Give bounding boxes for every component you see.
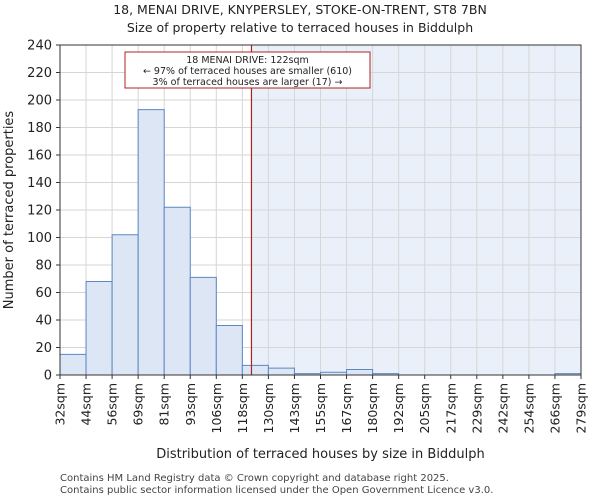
- x-tick-label: 93sqm: [183, 383, 198, 426]
- annotation-box: [124, 51, 371, 89]
- x-tick-label: 192sqm: [391, 383, 406, 433]
- x-tick-label: 130sqm: [261, 383, 276, 433]
- histogram-bar: [189, 276, 217, 376]
- x-tick-label: 32sqm: [53, 383, 68, 426]
- y-tick-label: 60: [35, 286, 52, 301]
- y-tick-label: 140: [27, 176, 52, 191]
- x-tick-label: 56sqm: [105, 383, 120, 426]
- histogram-bar: [111, 234, 139, 376]
- y-tick-label: 80: [35, 259, 52, 274]
- x-axis-label: Distribution of terraced houses by size …: [156, 447, 485, 462]
- histogram-bar: [346, 369, 374, 376]
- y-tick-label: 100: [27, 231, 52, 246]
- x-tick-label: 143sqm: [287, 383, 302, 433]
- y-axis-label: Number of terraced properties: [2, 111, 17, 310]
- y-tick-label: 20: [35, 341, 52, 356]
- x-tick-label: 205sqm: [417, 383, 432, 433]
- x-tick-label: 44sqm: [79, 383, 94, 426]
- chart-subtitle: Size of property relative to terraced ho…: [126, 20, 474, 35]
- y-tick-label: 160: [27, 149, 52, 164]
- x-tick-label: 266sqm: [547, 383, 562, 433]
- histogram-bar: [137, 109, 165, 376]
- annotation-title: 18 MENAI DRIVE: 122sqm: [186, 55, 309, 66]
- x-tick-label: 155sqm: [313, 383, 328, 433]
- x-tick-label: 180sqm: [365, 383, 380, 433]
- annotation-smaller: ← 97% of terraced houses are smaller (61…: [143, 66, 352, 77]
- histogram-bar: [267, 367, 295, 376]
- footer-copyright: Contains HM Land Registry data © Crown c…: [60, 473, 449, 484]
- x-tick-label: 167sqm: [339, 383, 354, 433]
- y-tick-label: 120: [27, 204, 52, 219]
- histogram-bar: [163, 206, 191, 376]
- annotation-larger: 3% of terraced houses are larger (17) →: [153, 77, 343, 88]
- y-tick-label: 220: [27, 66, 52, 81]
- y-tick-label: 0: [44, 369, 52, 384]
- y-tick-label: 180: [27, 121, 52, 136]
- x-tick-label: 69sqm: [131, 383, 146, 426]
- footer-licence: Contains public sector information licen…: [60, 485, 494, 496]
- x-tick-label: 106sqm: [209, 383, 224, 433]
- histogram-bar: [59, 353, 87, 376]
- y-tick-label: 40: [35, 314, 52, 329]
- x-tick-label: 242sqm: [495, 383, 510, 433]
- x-tick-label: 229sqm: [469, 383, 484, 433]
- x-tick-label: 118sqm: [235, 383, 250, 433]
- x-tick-label: 217sqm: [443, 383, 458, 433]
- x-tick-label: 279sqm: [574, 383, 589, 433]
- y-tick-label: 200: [27, 94, 52, 109]
- histogram-bar: [85, 281, 113, 376]
- histogram-bar: [215, 325, 243, 376]
- y-tick-label: 240: [27, 39, 52, 54]
- chart-title: 18, MENAI DRIVE, KNYPERSLEY, STOKE-ON-TR…: [113, 2, 487, 17]
- x-tick-label: 81sqm: [157, 383, 172, 426]
- x-tick-label: 254sqm: [521, 383, 536, 433]
- histogram-bar: [241, 364, 269, 376]
